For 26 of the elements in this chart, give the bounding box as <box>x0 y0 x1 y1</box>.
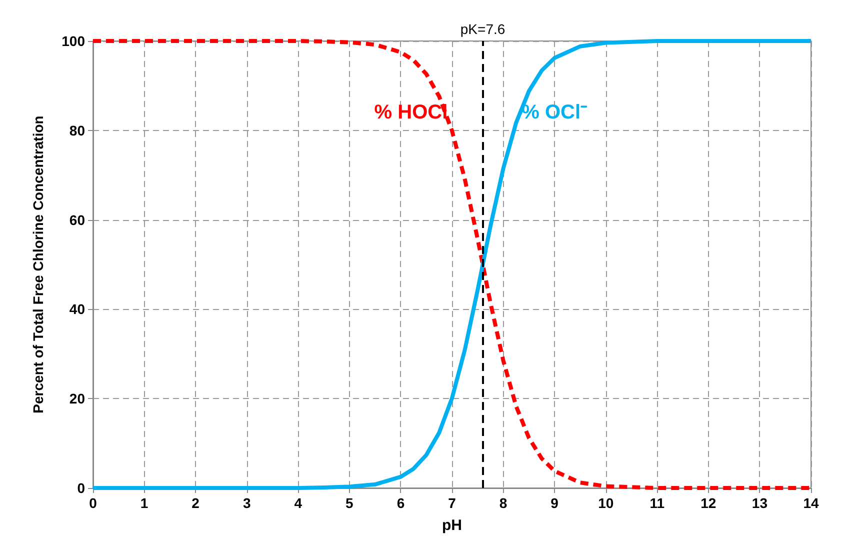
x-tick-label: 7 <box>448 495 456 511</box>
x-axis-title: pH <box>442 517 462 534</box>
x-tick-label: 12 <box>700 495 716 511</box>
y-axis-title: Percent of Total Free Chlorine Concentration <box>30 116 46 414</box>
y-tick-label: 80 <box>69 122 86 138</box>
y-tick-label: 20 <box>69 390 86 407</box>
x-tick-label: 11 <box>650 495 665 511</box>
x-tick-label: 14 <box>803 495 819 511</box>
y-tick-label: 60 <box>69 212 86 228</box>
y-tick-label: 0 <box>77 480 86 496</box>
x-tick-label: 10 <box>598 495 614 511</box>
x-tick-label: 3 <box>242 495 251 511</box>
ref-line-label: pK=7.6 <box>460 21 506 37</box>
x-tick-label: 6 <box>396 495 405 511</box>
x-tick-label: 13 <box>752 495 768 511</box>
line-series <box>91 39 813 490</box>
x-tick-label: 9 <box>550 495 559 511</box>
x-tick-label: 4 <box>294 495 302 511</box>
x-tick-label: 8 <box>499 495 508 511</box>
x-tick-label: 2 <box>192 495 200 511</box>
x-tick-label: 1 <box>140 495 148 511</box>
x-tick-label: 5 <box>346 495 354 511</box>
x-tick-label: 0 <box>89 495 98 511</box>
y-tick-label: 40 <box>69 301 86 318</box>
y-tick-label: 100 <box>62 33 86 49</box>
series-label: % HOCl <box>374 102 448 124</box>
